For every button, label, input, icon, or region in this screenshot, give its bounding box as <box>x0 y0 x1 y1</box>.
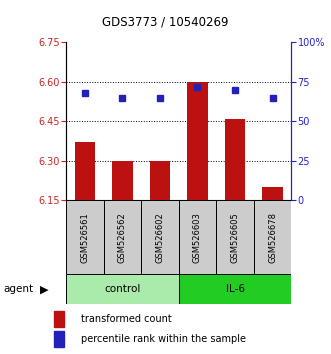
Bar <box>55 331 64 347</box>
Text: percentile rank within the sample: percentile rank within the sample <box>81 334 246 344</box>
Text: GSM526561: GSM526561 <box>80 212 89 263</box>
Text: IL-6: IL-6 <box>225 284 245 295</box>
Text: GSM526678: GSM526678 <box>268 212 277 263</box>
Bar <box>179 200 216 274</box>
Bar <box>75 142 95 200</box>
Text: agent: agent <box>3 284 33 295</box>
Bar <box>104 200 141 274</box>
Text: GDS3773 / 10540269: GDS3773 / 10540269 <box>102 16 229 29</box>
Bar <box>55 311 64 327</box>
Text: GSM526602: GSM526602 <box>156 212 165 263</box>
Text: ▶: ▶ <box>40 284 49 295</box>
Text: GSM526605: GSM526605 <box>230 212 240 263</box>
Text: GSM526603: GSM526603 <box>193 212 202 263</box>
Text: transformed count: transformed count <box>81 314 172 324</box>
Bar <box>254 200 291 274</box>
Bar <box>66 200 104 274</box>
Bar <box>187 82 208 200</box>
Bar <box>150 161 170 200</box>
Bar <box>66 274 179 304</box>
Bar <box>262 187 283 200</box>
Text: control: control <box>104 284 141 295</box>
Bar <box>179 274 291 304</box>
Bar <box>225 119 245 200</box>
Bar <box>216 200 254 274</box>
Text: GSM526562: GSM526562 <box>118 212 127 263</box>
Bar <box>112 161 133 200</box>
Bar <box>141 200 179 274</box>
